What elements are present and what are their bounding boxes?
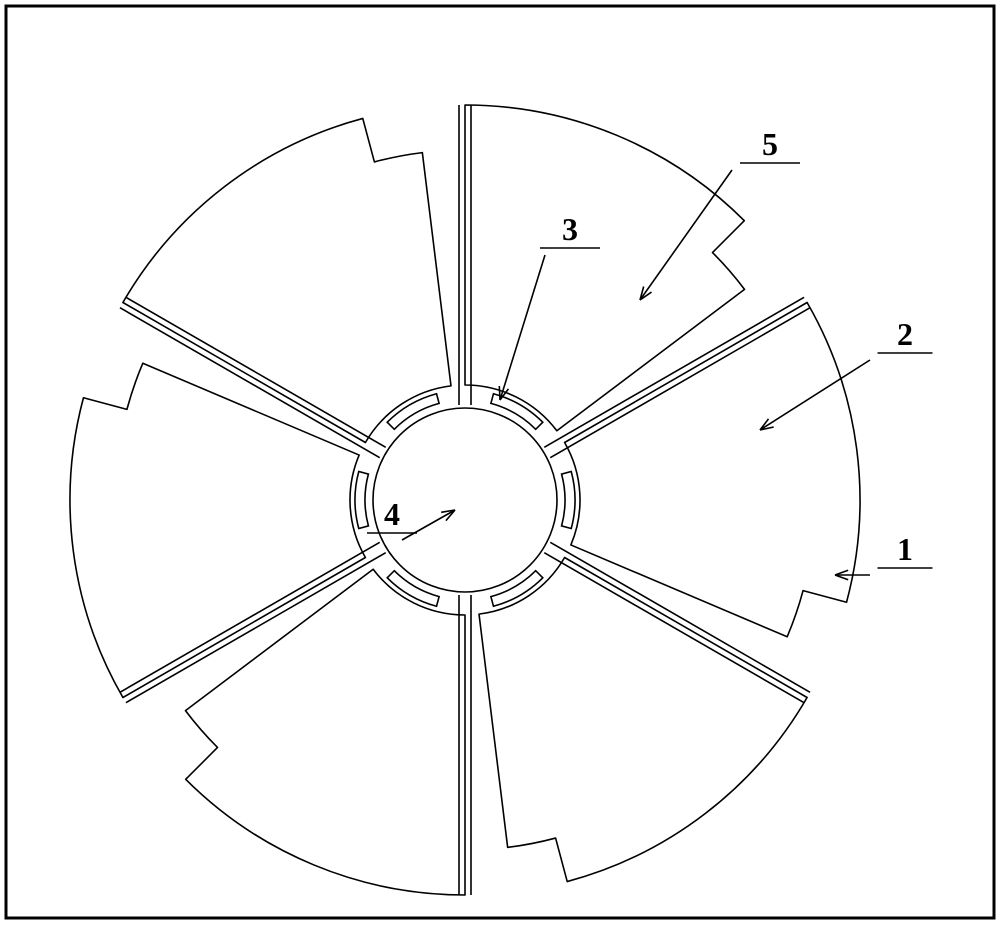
callout-leader-5: [640, 170, 732, 300]
hub-circle: [373, 408, 557, 592]
hub-arc-4: [355, 472, 368, 529]
callout-5: 5: [640, 126, 800, 300]
blade-0: [465, 105, 745, 431]
callout-label-5: 5: [762, 126, 778, 162]
callout-label-1: 1: [897, 531, 913, 567]
callout-leader-3: [500, 255, 545, 400]
callout-leader-2: [760, 360, 870, 430]
callout-2: 2: [760, 316, 933, 430]
callout-label-2: 2: [897, 316, 913, 352]
callout-label-3: 3: [562, 211, 578, 247]
blade-3: [185, 569, 465, 895]
hub-arc-1: [562, 472, 575, 529]
callout-4: 4: [367, 496, 455, 540]
callout-leader-4: [402, 510, 455, 540]
callout-arrow-2: [760, 419, 774, 430]
callout-3: 3: [499, 211, 600, 400]
callout-label-4: 4: [384, 496, 400, 532]
blade-5: [123, 118, 451, 442]
blade-4: [70, 363, 365, 697]
blade-1: [565, 303, 860, 637]
callout-arrow-4: [441, 510, 455, 521]
blade-2: [479, 558, 807, 882]
callout-1: 1: [835, 531, 933, 580]
